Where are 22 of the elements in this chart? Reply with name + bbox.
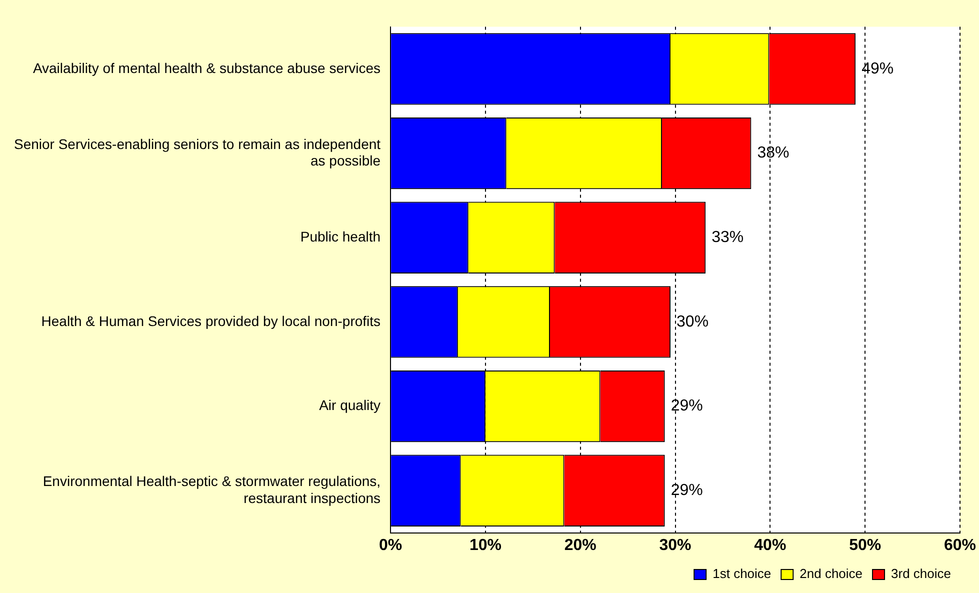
y-tick-label: Air quality <box>319 397 381 414</box>
x-tick-label: 50% <box>849 536 882 554</box>
y-tick-label: Environmental Health-septic & stormwater regulations, restaurant inspections <box>42 473 381 506</box>
total-label: 33% <box>712 229 744 246</box>
x-tick-label: 40% <box>754 536 786 554</box>
total-label: 29% <box>670 398 703 415</box>
legend-label: 3rd choice <box>891 566 952 582</box>
x-tick-label: 30% <box>659 536 692 554</box>
y-tick-label: Senior Services-enabling seniors to remain as independent as possible <box>14 136 381 169</box>
total-label: 30% <box>676 313 709 330</box>
x-tick-label: 0% <box>378 536 402 554</box>
total-label: 29% <box>670 482 703 500</box>
total-label: 38% <box>757 144 790 162</box>
x-tick-label: 60% <box>944 536 976 554</box>
legend-label: 1st choice <box>712 566 772 582</box>
y-tick-label: Availability of mental health & substance abuse services <box>32 60 381 76</box>
total-label: 49% <box>862 60 894 78</box>
y-tick-label: Health & Human Services provided by local non-profits <box>41 312 381 329</box>
y-tick-label: Public health <box>300 228 381 244</box>
x-tick-label: 20% <box>564 536 596 554</box>
x-tick-label: 10% <box>469 536 502 554</box>
legend-label: 2nd choice <box>800 566 863 582</box>
